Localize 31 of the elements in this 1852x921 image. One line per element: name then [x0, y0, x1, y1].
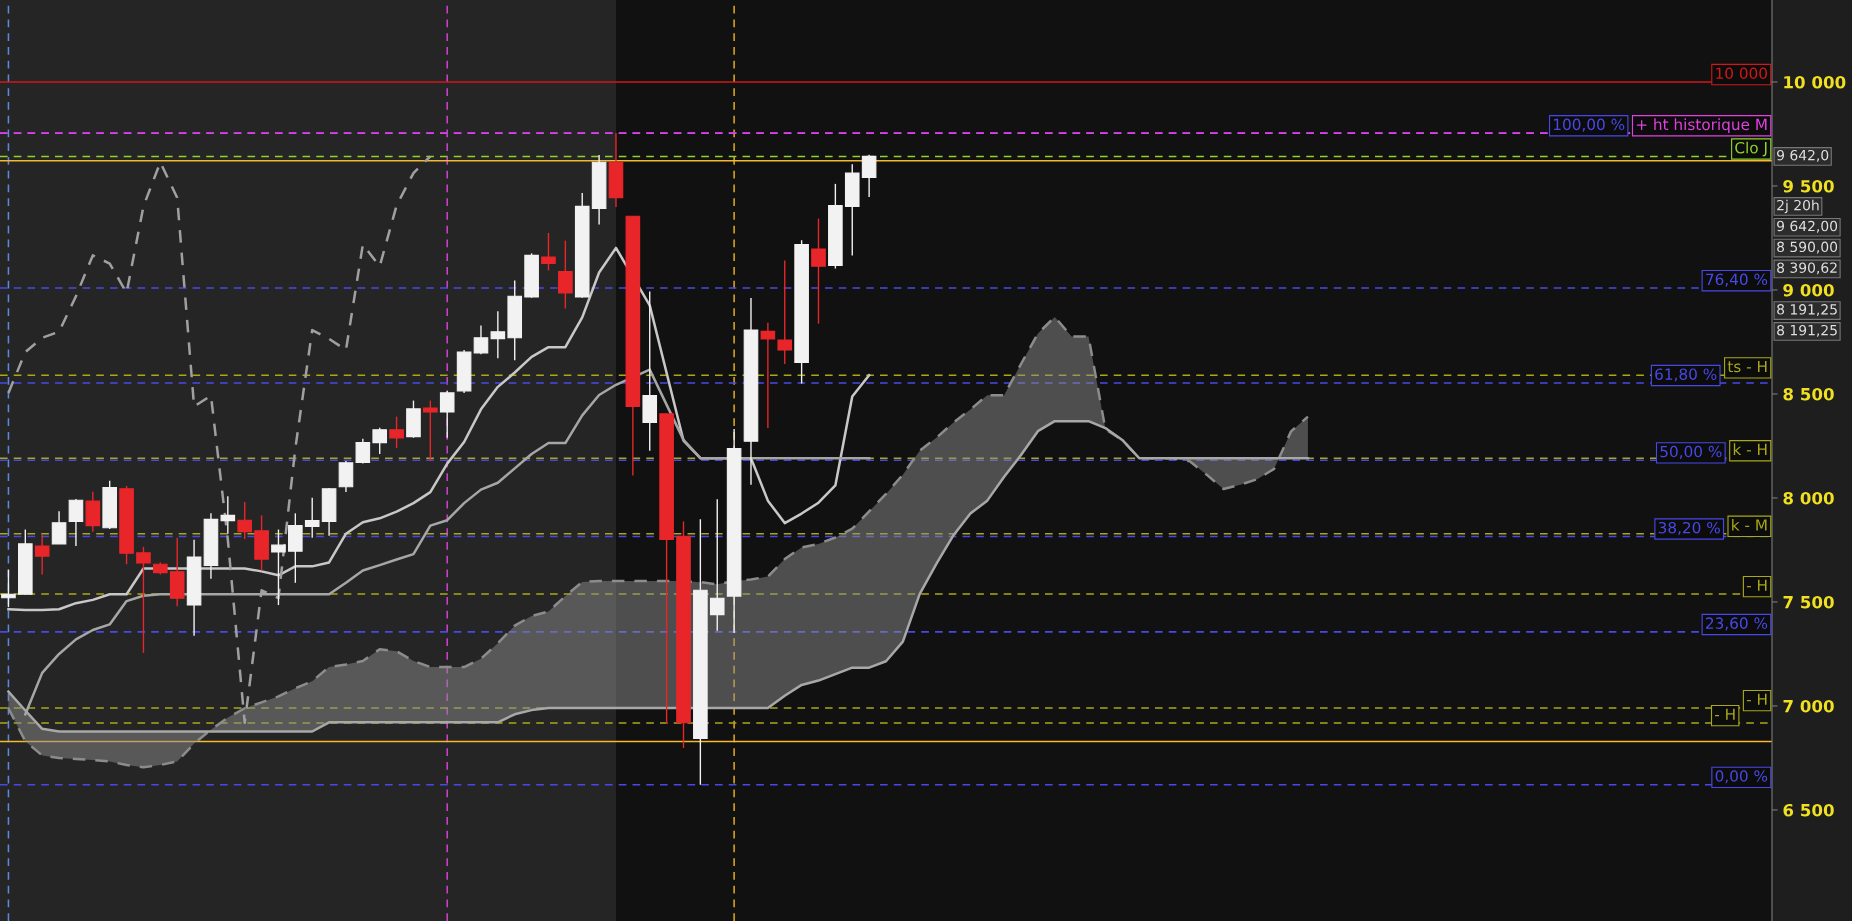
text: 9 642,0 [1777, 149, 1829, 162]
ref-line-label: k - M [1732, 518, 1767, 531]
ref-line-label: Clo J [1735, 141, 1767, 157]
y-tick-label: 8 500 [1783, 387, 1834, 401]
annotation: 0,00 % [1715, 770, 1768, 784]
y-tick-label: 6 500 [1783, 803, 1834, 817]
ref-line-label: k - H [1733, 443, 1767, 455]
annotation: 38,20 % [1658, 521, 1720, 536]
ref-line-label: - H [1746, 579, 1767, 591]
text: 9 642,00 [1777, 220, 1838, 233]
y-tick-label: 10 000 [1784, 75, 1846, 89]
y-tick-label: 7 000 [1783, 699, 1834, 713]
text: 8 191,25 [1777, 324, 1837, 337]
annotation: 50,00 % [1660, 445, 1722, 459]
y-tick-label: 9 000 [1783, 283, 1834, 297]
ref-line-label: - H [1746, 693, 1767, 705]
y-tick-label: 9 500 [1783, 179, 1834, 193]
text: 8 191,25 [1777, 304, 1837, 317]
annotation: 61,80 % [1655, 368, 1717, 382]
ref-line-label: 10 000 [1716, 67, 1767, 79]
y-tick-label: 8 000 [1783, 491, 1834, 505]
ref-line-label: + ht historique M [1636, 118, 1767, 134]
annotation: 100,00 % [1553, 118, 1625, 132]
text: 8 590,00 [1777, 241, 1838, 254]
ref-line-label: - H [1715, 708, 1735, 720]
annotation: 76,40 % [1706, 273, 1768, 287]
annotation: 23,60 % [1706, 617, 1768, 631]
text: 8 390,62 [1777, 262, 1837, 275]
text: 2j 20h [1777, 199, 1819, 214]
y-tick-label: 7 500 [1783, 595, 1834, 609]
ref-line-label: ts - H [1727, 360, 1767, 373]
